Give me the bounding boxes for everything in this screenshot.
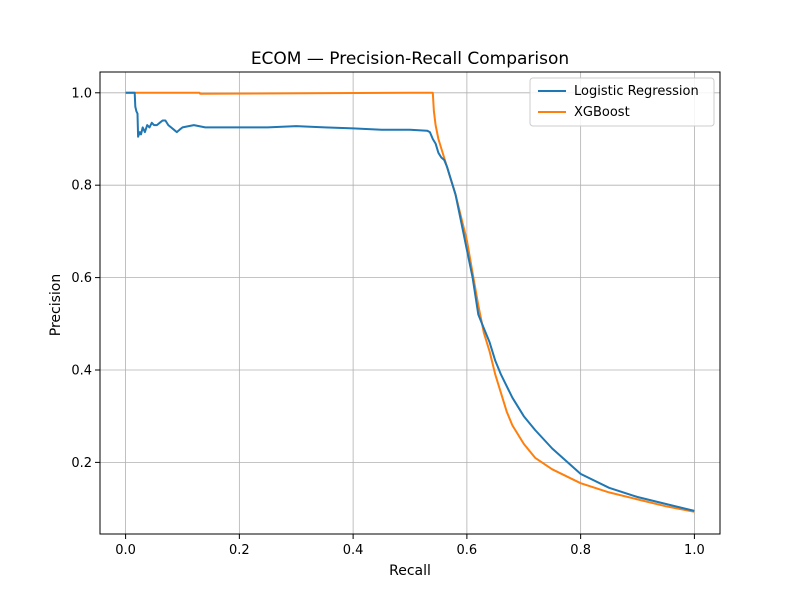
series-line-xgboost (125, 91, 695, 513)
x-tick-label: 0.0 (115, 543, 136, 558)
axes-frame (99, 71, 721, 535)
x-tick-label: 0.8 (570, 543, 591, 558)
legend-label-xgboost: XGBoost (574, 105, 630, 120)
axis-ticks: 0.0 0.2 0.4 0.6 0.8 1.0 0.2 0.4 0.6 0.8 1.0 (71, 86, 704, 558)
legend-label-logistic-regression: Logistic Regression (574, 84, 699, 99)
y-tick-label: 0.8 (71, 179, 92, 194)
legend-box (529, 77, 715, 127)
y-tick-label: 0.6 (71, 271, 92, 286)
y-tick-label: 1.0 (71, 86, 92, 101)
x-tick-label: 0.2 (229, 543, 250, 558)
legend: Logistic Regression XGBoost (529, 77, 715, 127)
x-tick-label: 0.4 (343, 543, 364, 558)
chart-title: ECOM — Precision-Recall Comparison (251, 49, 569, 69)
series-lines (125, 91, 695, 513)
x-axis-label: Recall (389, 563, 431, 579)
y-axis-label: Precision (48, 274, 64, 336)
y-tick-label: 0.4 (71, 363, 92, 378)
x-tick-label: 1.0 (684, 543, 705, 558)
y-tick-label: 0.2 (71, 456, 92, 471)
series-line-logistic-regression (125, 91, 695, 512)
x-tick-label: 0.6 (457, 543, 478, 558)
